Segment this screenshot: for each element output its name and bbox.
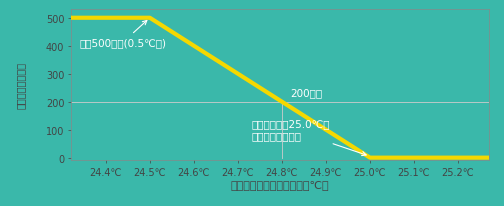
- Text: ストライク値25.0℃を
下回るとお支払い: ストライク値25.0℃を 下回るとお支払い: [251, 119, 366, 156]
- X-axis label: 日平均気温の期間平均値（℃）: 日平均気温の期間平均値（℃）: [230, 180, 329, 190]
- Text: 200万円: 200万円: [291, 88, 323, 98]
- Text: 最高500万円(0.5℃分): 最高500万円(0.5℃分): [79, 21, 166, 48]
- Text: 受取金額（万円）: 受取金額（万円）: [15, 62, 25, 109]
